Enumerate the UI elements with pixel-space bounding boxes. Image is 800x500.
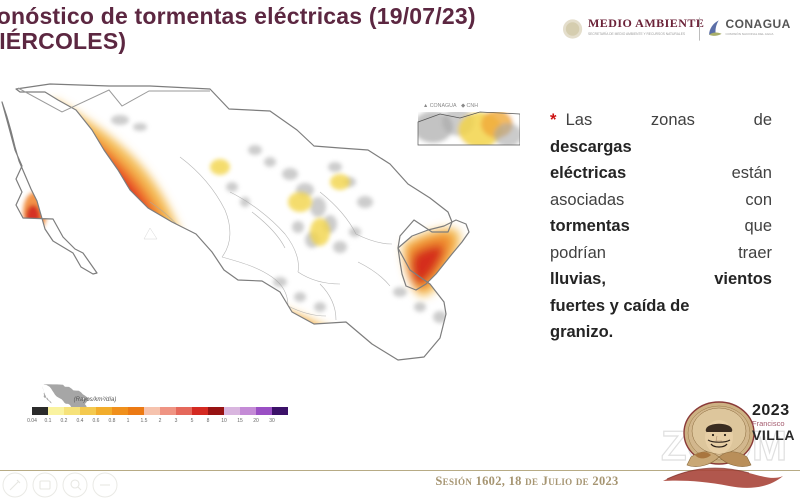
svg-text:2: 2 xyxy=(159,418,162,424)
svg-text:SECRETARÍA DE MEDIO AMBIENTE Y: SECRETARÍA DE MEDIO AMBIENTE Y RECURSOS … xyxy=(588,32,686,36)
svg-text:20: 20 xyxy=(253,418,259,424)
svg-text:1: 1 xyxy=(127,418,130,424)
svg-text:1.5: 1.5 xyxy=(141,418,148,424)
svg-text:COMISIÓN NACIONAL DEL AGUA: COMISIÓN NACIONAL DEL AGUA xyxy=(725,31,774,36)
svg-text:0.04: 0.04 xyxy=(27,418,37,424)
svg-text:3: 3 xyxy=(175,418,178,424)
svg-text:CONAGUA: CONAGUA xyxy=(725,17,790,31)
svg-text:0.8: 0.8 xyxy=(109,418,116,424)
svg-text:30: 30 xyxy=(269,418,275,424)
svg-text:0.2: 0.2 xyxy=(61,418,68,424)
svg-text:▲ CONAGUA: ▲ CONAGUA xyxy=(423,103,457,109)
svg-text:0.1: 0.1 xyxy=(45,418,52,424)
svg-text:0.6: 0.6 xyxy=(93,418,100,424)
svg-text:15: 15 xyxy=(237,418,243,424)
svg-text:10: 10 xyxy=(221,418,227,424)
svg-text:(Rayos/km²/día): (Rayos/km²/día) xyxy=(74,397,117,403)
svg-text:8: 8 xyxy=(207,418,210,424)
svg-text:MEDIO AMBIENTE: MEDIO AMBIENTE xyxy=(588,16,704,30)
svg-text:◆ CNH: ◆ CNH xyxy=(461,103,478,109)
svg-text:5: 5 xyxy=(191,418,194,424)
svg-text:0.4: 0.4 xyxy=(77,418,84,424)
